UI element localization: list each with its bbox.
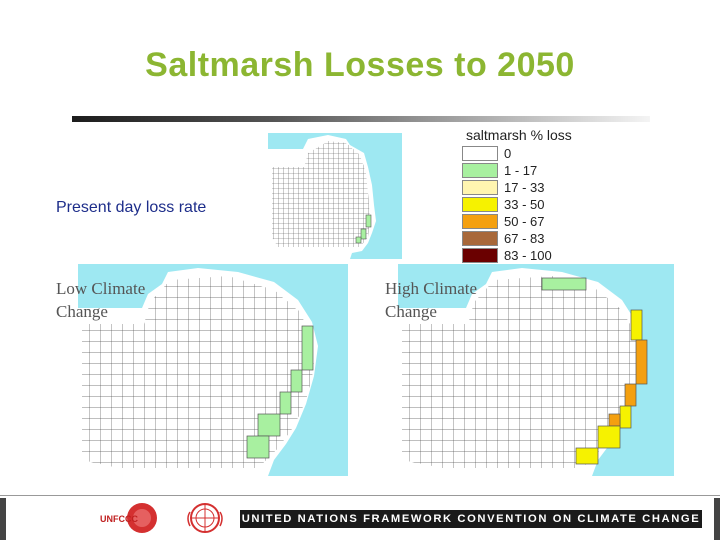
- legend-swatch: [462, 231, 498, 246]
- loss-cell: [279, 391, 292, 415]
- label-present-day: Present day loss rate: [56, 199, 207, 216]
- legend-label: 50 - 67: [504, 214, 545, 229]
- loss-cell: [365, 214, 372, 228]
- legend-item: 50 - 67: [462, 213, 592, 230]
- loss-cell: [541, 277, 587, 291]
- legend-swatch: [462, 146, 498, 161]
- label-low-climate-line2: Change: [56, 302, 108, 321]
- loss-cell: [360, 228, 367, 240]
- legend-swatch: [462, 214, 498, 229]
- title-divider: [72, 116, 650, 122]
- loss-cell: [301, 325, 314, 371]
- loss-cell: [597, 425, 621, 449]
- label-low-climate-line1: Low Climate: [56, 279, 146, 298]
- map-present-day: [268, 133, 402, 259]
- loss-cell: [246, 435, 270, 459]
- grid-cells: [402, 276, 638, 468]
- legend-label: 33 - 50: [504, 197, 545, 212]
- label-high-climate-line1: High Climate: [385, 279, 478, 298]
- loss-cell: [619, 405, 632, 429]
- footer-divider: [0, 495, 720, 496]
- slide-title: Saltmarsh Losses to 2050: [145, 46, 575, 84]
- unfccc-logo: UNFCCC: [96, 500, 176, 536]
- map-low-climate: [78, 264, 348, 476]
- loss-cell: [608, 413, 621, 427]
- label-high-climate-line2: Change: [385, 302, 437, 321]
- footer-right-mark: [714, 498, 720, 540]
- loss-cell: [257, 413, 281, 437]
- loss-cell: [355, 236, 362, 244]
- legend-item: 17 - 33: [462, 179, 592, 196]
- loss-cell: [624, 383, 637, 407]
- legend-item: 83 - 100: [462, 247, 592, 264]
- legend-swatch: [462, 163, 498, 178]
- label-high-climate: High Climate Change: [385, 277, 477, 323]
- legend-label: 67 - 83: [504, 231, 545, 246]
- legend-label: 83 - 100: [504, 248, 552, 263]
- map-high-climate-svg: [398, 264, 674, 476]
- legend-swatch: [462, 248, 498, 263]
- legend-swatch: [462, 180, 498, 195]
- footer-left-mark: [0, 498, 6, 540]
- legend-title: saltmarsh % loss: [466, 127, 572, 143]
- grid-cells: [82, 276, 314, 468]
- legend-item: 67 - 83: [462, 230, 592, 247]
- map-low-climate-svg: [78, 264, 348, 476]
- legend-swatch: [462, 197, 498, 212]
- footer-banner: UNITED NATIONS FRAMEWORK CONVENTION ON C…: [240, 510, 702, 528]
- loss-cell: [575, 447, 599, 465]
- legend-label: 1 - 17: [504, 163, 538, 178]
- label-low-climate: Low Climate Change: [56, 277, 145, 323]
- legend: saltmarsh % loss 0 1 - 17 17 - 33 33 - 5…: [462, 127, 592, 264]
- un-emblem-icon: [184, 500, 226, 536]
- unfccc-logo-text: UNFCCC: [100, 514, 138, 524]
- map-present-day-svg: [268, 133, 402, 259]
- legend-label: 0: [504, 146, 512, 161]
- map-high-climate: [398, 264, 674, 476]
- legend-item: 33 - 50: [462, 196, 592, 213]
- loss-cell: [635, 339, 648, 385]
- legend-label: 17 - 33: [504, 180, 545, 195]
- loss-cell: [630, 309, 643, 341]
- loss-cell: [290, 369, 303, 393]
- legend-item: 0: [462, 145, 592, 162]
- grid-cells: [272, 141, 370, 247]
- legend-item: 1 - 17: [462, 162, 592, 179]
